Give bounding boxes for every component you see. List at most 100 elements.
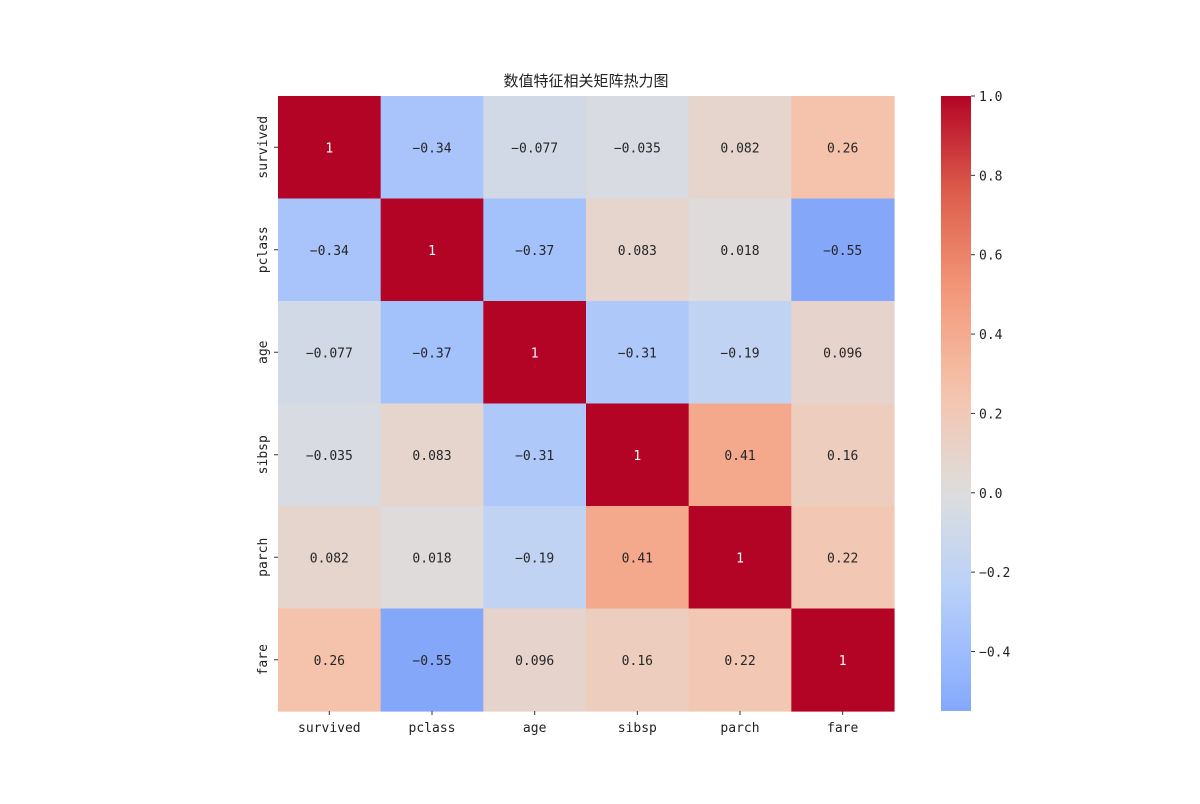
heatmap-cell <box>586 403 690 507</box>
heatmap-cell <box>688 301 792 405</box>
heatmap-cell <box>483 301 587 405</box>
heatmap-cell <box>791 403 895 507</box>
heatmap-cell <box>688 506 792 610</box>
colorbar-tick-label: −0.4 <box>979 645 1010 660</box>
heatmap-cell <box>791 96 895 200</box>
cell-value-label: 0.082 <box>310 551 349 566</box>
cell-value-label: 0.096 <box>515 654 554 669</box>
heatmap-cell <box>380 301 484 405</box>
x-tick-label: survived <box>298 721 361 736</box>
colorbar-tick-label: 0.6 <box>979 249 1002 264</box>
heatmap-cell <box>278 198 382 302</box>
cell-value-label: −0.077 <box>511 141 558 156</box>
cell-value-label: 0.41 <box>622 551 653 566</box>
heatmap-cell <box>380 608 484 712</box>
cell-value-label: −0.31 <box>515 449 554 464</box>
y-tick-label: sibsp <box>256 435 271 474</box>
cell-value-label: −0.19 <box>515 551 554 566</box>
cell-value-label: −0.37 <box>515 244 554 259</box>
cell-value-label: −0.077 <box>306 346 353 361</box>
cell-value-label: −0.34 <box>412 141 451 156</box>
heatmap-cell <box>688 198 792 302</box>
cell-value-label: 0.083 <box>412 449 451 464</box>
heatmap-cell <box>586 608 690 712</box>
cell-value-label: −0.035 <box>306 449 353 464</box>
cell-value-label: 1 <box>633 449 641 464</box>
x-axis-labels: survived pclass age sibsp parch fare <box>298 711 858 736</box>
colorbar-tick-label: 0.0 <box>979 487 1002 502</box>
cell-value-label: 0.083 <box>618 244 657 259</box>
cell-value-label: 1 <box>839 654 847 669</box>
heatmap-cell <box>380 96 484 200</box>
heatmap-cell <box>791 198 895 302</box>
cell-value-label: −0.55 <box>412 654 451 669</box>
cell-value-label: 1 <box>325 141 333 156</box>
heatmap-cell <box>278 301 382 405</box>
heatmap-cell <box>483 403 587 507</box>
cell-annotations: 1 −0.34 −0.077 −0.035 0.082 0.26 −0.34 1 −0.37 0.… <box>306 141 862 669</box>
heatmap-cells <box>278 96 895 712</box>
cell-value-label: −0.55 <box>823 244 862 259</box>
colorbar-tick-label: 0.2 <box>979 407 1002 422</box>
heatmap-cell <box>380 198 484 302</box>
cell-value-label: 1 <box>531 346 539 361</box>
x-tick-label: age <box>523 721 547 736</box>
cell-value-label: 0.22 <box>827 551 858 566</box>
y-axis-labels: survived pclass age sibsp parch fare <box>256 116 278 675</box>
cell-value-label: −0.37 <box>412 346 451 361</box>
heatmap-cell <box>688 608 792 712</box>
colorbar-tick-label: 1.0 <box>979 90 1002 105</box>
heatmap-cell <box>278 96 382 200</box>
heatmap-cell <box>586 301 690 405</box>
heatmap-cell <box>791 301 895 405</box>
heatmap-cell <box>483 608 587 712</box>
y-tick-label: survived <box>256 116 271 179</box>
heatmap-cell <box>688 96 792 200</box>
colorbar: 1.0 0.8 0.6 0.4 0.2 0.0 −0.2 −0.4 <box>941 90 1010 711</box>
heatmap-cell <box>380 506 484 610</box>
x-tick-label: parch <box>720 721 759 736</box>
x-tick-label: sibsp <box>618 721 657 736</box>
heatmap-cell <box>483 506 587 610</box>
cell-value-label: −0.31 <box>618 346 657 361</box>
heatmap-cell <box>483 96 587 200</box>
cell-value-label: 0.16 <box>827 449 858 464</box>
cell-value-label: 1 <box>428 244 436 259</box>
heatmap-cell <box>483 198 587 302</box>
heatmap-cell <box>278 403 382 507</box>
heatmap-cell <box>791 608 895 712</box>
heatmap-cell <box>586 506 690 610</box>
heatmap-cell <box>278 506 382 610</box>
chart-title: 数值特征相关矩阵热力图 <box>503 72 669 90</box>
y-tick-label: fare <box>256 644 271 675</box>
heatmap-cell <box>791 506 895 610</box>
heatmap-cell <box>688 403 792 507</box>
cell-value-label: 0.16 <box>622 654 653 669</box>
x-tick-label: fare <box>827 721 858 736</box>
y-tick-label: parch <box>256 538 271 577</box>
cell-value-label: −0.035 <box>614 141 661 156</box>
colorbar-tick-label: 0.8 <box>979 169 1002 184</box>
y-tick-label: pclass <box>256 226 271 273</box>
cell-value-label: 0.082 <box>720 141 759 156</box>
cell-value-label: 0.018 <box>720 244 759 259</box>
cell-value-label: 0.26 <box>314 654 345 669</box>
heatmap-cell <box>278 608 382 712</box>
colorbar-gradient <box>941 96 971 711</box>
cell-value-label: −0.34 <box>310 244 349 259</box>
cell-value-label: 0.018 <box>412 551 451 566</box>
colorbar-tick-label: −0.2 <box>979 566 1010 581</box>
cell-value-label: 0.26 <box>827 141 858 156</box>
cell-value-label: 0.096 <box>823 346 862 361</box>
heatmap-cell <box>380 403 484 507</box>
heatmap-cell <box>586 198 690 302</box>
cell-value-label: −0.19 <box>720 346 759 361</box>
cell-value-label: 1 <box>736 551 744 566</box>
y-tick-label: age <box>256 340 271 364</box>
colorbar-tick-label: 0.4 <box>979 328 1003 343</box>
cell-value-label: 0.22 <box>724 654 755 669</box>
heatmap-cell <box>586 96 690 200</box>
x-tick-label: pclass <box>409 721 456 736</box>
